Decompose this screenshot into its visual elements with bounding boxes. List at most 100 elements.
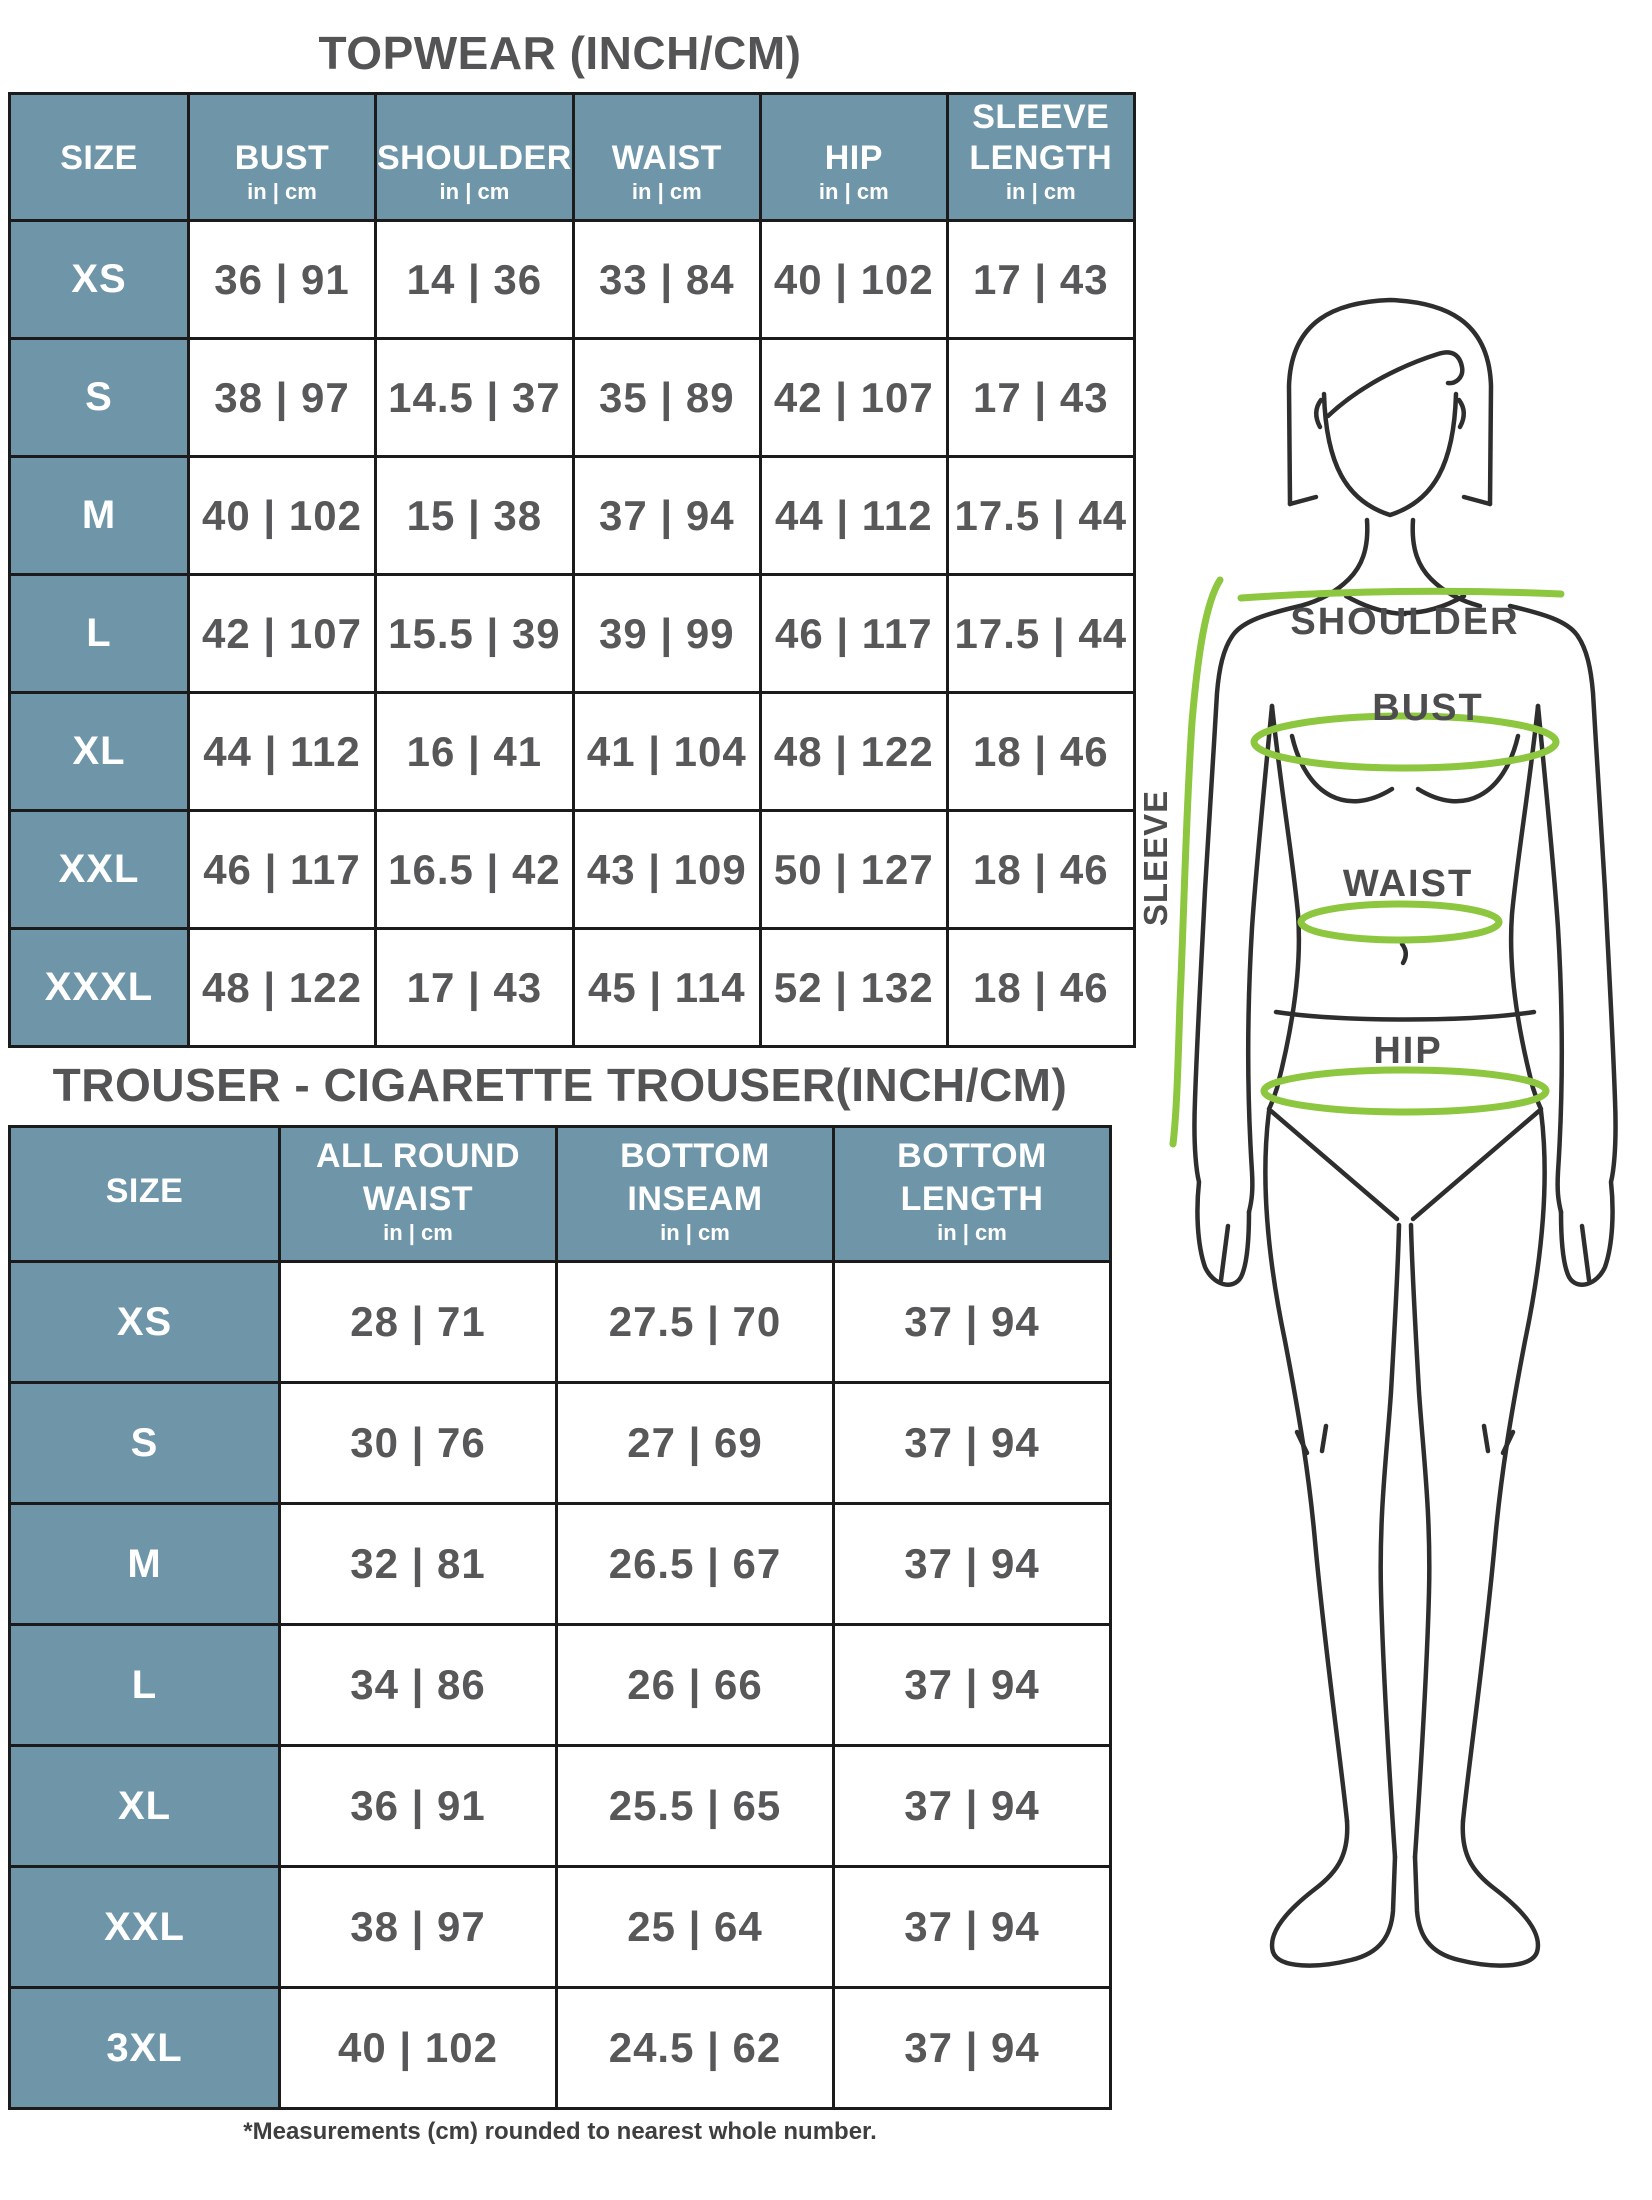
topwear-table-row: M 40 | 102 15 | 38 37 | 94 44 | 112 17.5 | 44	[8, 455, 1136, 576]
hip-measure-line	[1260, 1066, 1550, 1116]
size-cell: S	[8, 337, 190, 458]
topwear-column-header-size: SIZE	[8, 92, 190, 222]
value-cell: 37 | 94	[571, 455, 762, 576]
topwear-column-header-hip: HIP in | cm	[758, 92, 949, 222]
column-header-label: ALL ROUND WAIST	[315, 1137, 521, 1218]
value-cell: 17.5 | 44	[945, 573, 1136, 694]
value-cell: 34 | 86	[278, 1623, 558, 1747]
topwear-body: XS 36 | 91 14 | 36 33 | 84 40 | 102 17 | 43 S 3…	[8, 219, 1136, 1048]
column-header-unit: in | cm	[439, 179, 510, 204]
value-cell: 17 | 43	[945, 337, 1136, 458]
topwear-size-table: SIZE BUST in | cm SHOULDER in | cm WAIST in | …	[8, 92, 1136, 1048]
column-header-label: BUST	[234, 139, 330, 178]
value-cell: 52 | 132	[758, 927, 949, 1048]
sleeve-measure-line	[1169, 576, 1224, 1148]
bust-measure-line	[1250, 712, 1560, 772]
trouser-table-row: 3XL 40 | 102 24.5 | 62 37 | 94	[8, 1986, 1112, 2110]
value-cell: 37 | 94	[832, 1381, 1112, 1505]
value-cell: 38 | 97	[187, 337, 377, 458]
hip-label: HIP	[1373, 1030, 1442, 1072]
right-arm	[1507, 603, 1618, 1287]
sleeve-label: SLEEVE	[1140, 790, 1174, 926]
value-cell: 39 | 99	[571, 573, 762, 694]
footnote: *Measurements (cm) rounded to nearest wh…	[243, 2118, 877, 2145]
size-cell: 3XL	[8, 1986, 281, 2110]
trouser-table-row: L 34 | 86 26 | 66 37 | 94	[8, 1623, 1112, 1747]
value-cell: 48 | 122	[187, 927, 377, 1048]
topwear-column-header-shoulder: SHOULDER in | cm	[374, 92, 575, 222]
value-cell: 46 | 117	[758, 573, 949, 694]
value-cell: 24.5 | 62	[555, 1986, 835, 2110]
waist-label: WAIST	[1343, 863, 1473, 905]
value-cell: 28 | 71	[278, 1260, 558, 1384]
topwear-table-row: XXXL 48 | 122 17 | 43 45 | 114 52 | 132 18 | …	[8, 927, 1136, 1048]
trouser-column-header-all-round-waist: ALL ROUND WAIST in | cm	[278, 1125, 558, 1263]
body-outline	[1192, 297, 1618, 1968]
size-cell: M	[8, 455, 190, 576]
column-header-label: BOTTOM LENGTH	[897, 1137, 1047, 1218]
topwear-column-header-waist: WAIST in | cm	[571, 92, 762, 222]
topwear-header-row: SIZE BUST in | cm SHOULDER in | cm WAIST in | …	[8, 92, 1136, 222]
shoulder-label: SHOULDER	[1290, 601, 1519, 643]
column-header-unit: in | cm	[383, 1220, 453, 1246]
right-foot	[1412, 1818, 1541, 1968]
waist-measure-line	[1297, 900, 1503, 944]
value-cell: 44 | 112	[758, 455, 949, 576]
figure-labels: SHOULDER BUST WAIST HIP SLEEVE	[1137, 601, 1519, 1072]
value-cell: 38 | 97	[278, 1865, 558, 1989]
value-cell: 50 | 127	[758, 809, 949, 930]
size-cell: XL	[8, 1744, 281, 1868]
value-cell: 18 | 46	[945, 809, 1136, 930]
trouser-header-row: SIZE ALL ROUND WAIST in | cm BOTTOM INSEAM i…	[8, 1125, 1112, 1263]
value-cell: 46 | 117	[187, 809, 377, 930]
torso-right	[1508, 703, 1544, 1112]
trouser-column-header-bottom-inseam: BOTTOM INSEAM in | cm	[555, 1125, 835, 1263]
trouser-table-row: XXL 38 | 97 25 | 64 37 | 94	[8, 1865, 1112, 1989]
left-arm	[1192, 603, 1303, 1287]
size-cell: S	[8, 1381, 281, 1505]
face-outline	[1321, 391, 1459, 518]
column-header-unit: in | cm	[660, 1220, 730, 1246]
value-cell: 33 | 84	[571, 219, 762, 340]
value-cell: 42 | 107	[758, 337, 949, 458]
column-header-label: SLEEVE LENGTH	[969, 98, 1113, 178]
value-cell: 45 | 114	[571, 927, 762, 1048]
underwear-line	[1268, 1108, 1400, 1222]
value-cell: 15 | 38	[374, 455, 575, 576]
column-header-unit: in | cm	[247, 179, 317, 204]
value-cell: 16 | 41	[374, 691, 575, 812]
topwear-table-row: XXL 46 | 117 16.5 | 42 43 | 109 50 | 127 18 |…	[8, 809, 1136, 930]
value-cell: 37 | 94	[832, 1260, 1112, 1384]
column-header-label: SIZE	[105, 1171, 184, 1210]
size-cell: L	[8, 1623, 281, 1747]
value-cell: 18 | 46	[945, 927, 1136, 1048]
trouser-table-row: M 32 | 81 26.5 | 67 37 | 94	[8, 1502, 1112, 1626]
topwear-column-header-bust: BUST in | cm	[187, 92, 377, 222]
value-cell: 37 | 94	[832, 1865, 1112, 1989]
value-cell: 42 | 107	[187, 573, 377, 694]
size-cell: XS	[8, 1260, 281, 1384]
column-header-unit: in | cm	[631, 179, 702, 204]
value-cell: 36 | 91	[187, 219, 377, 340]
size-cell: L	[8, 573, 190, 694]
trouser-body: XS 28 | 71 27.5 | 70 37 | 94 S 30 | 76 27 | 69…	[8, 1260, 1112, 2110]
left-foot	[1269, 1818, 1398, 1968]
left-leg	[1263, 1108, 1350, 1824]
topwear-title: TOPWEAR (INCH/CM)	[318, 27, 802, 79]
size-cell: XL	[8, 691, 190, 812]
right-leg	[1460, 1108, 1547, 1824]
topwear-table-row: XS 36 | 91 14 | 36 33 | 84 40 | 102 17 | 43	[8, 219, 1136, 340]
value-cell: 18 | 46	[945, 691, 1136, 812]
value-cell: 14 | 36	[374, 219, 575, 340]
trouser-table-row: XS 28 | 71 27.5 | 70 37 | 94	[8, 1260, 1112, 1384]
body-measurement-diagram: SHOULDER BUST WAIST HIP SLEEVE	[1137, 268, 1652, 2138]
topwear-column-header-sleeve-length: SLEEVE LENGTH in | cm	[945, 92, 1136, 222]
column-header-label: HIP	[824, 139, 883, 178]
value-cell: 27 | 69	[555, 1381, 835, 1505]
hair-outline	[1286, 297, 1494, 507]
column-header-label: WAIST	[611, 139, 722, 178]
column-header-unit: in | cm	[937, 1220, 1007, 1246]
value-cell: 48 | 122	[758, 691, 949, 812]
value-cell: 40 | 102	[278, 1986, 558, 2110]
column-header-unit	[11, 1212, 278, 1218]
